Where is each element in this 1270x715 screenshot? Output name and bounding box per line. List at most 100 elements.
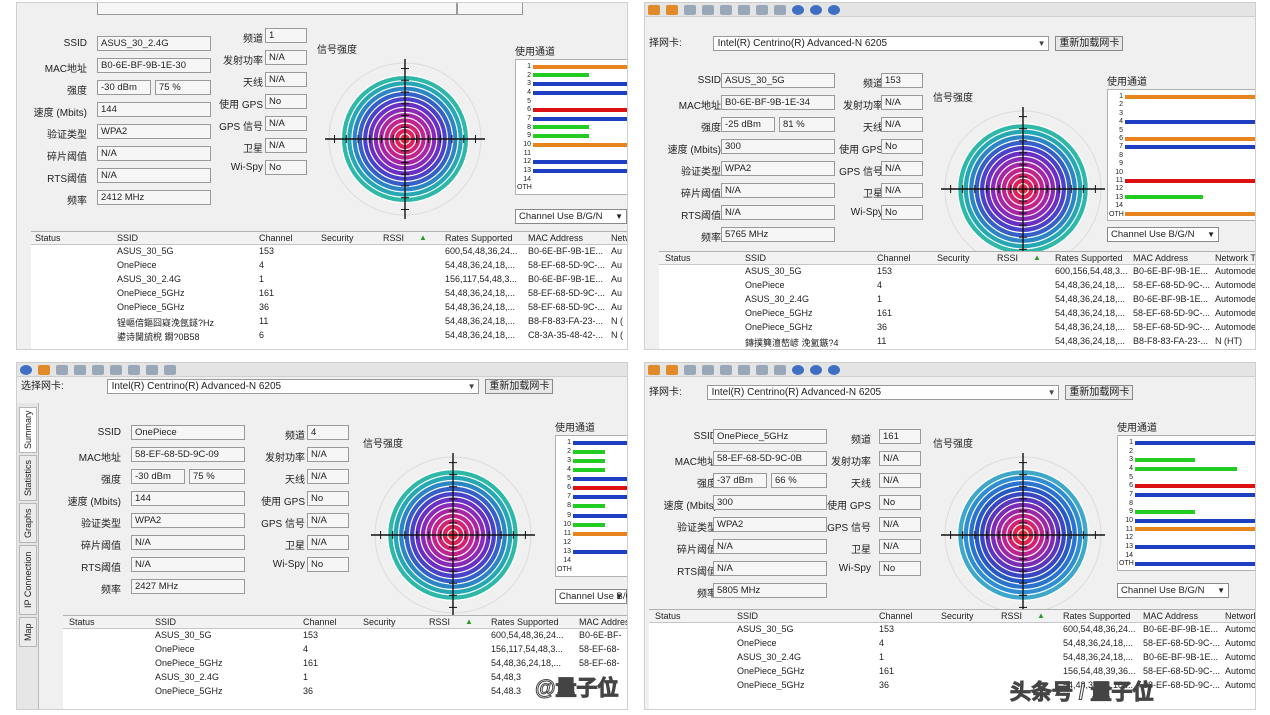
table-row[interactable]: Available鍙诗闅旈棿 鐗?0B586Yes (W...-6454,48,… [31,329,627,343]
table-row[interactable]: Available锃嶇偣鏂囧寲浼氬鐩?Hz11Yes (W...-6354,48… [31,315,627,329]
table-row[interactable]: AvailableOnePiece_5GHz161Yes (W...-3354,… [63,657,627,671]
toolbar-icon[interactable] [666,5,678,15]
reload-adapter-button[interactable]: 重新加载网卡 [1065,384,1134,400]
table-row[interactable]: Available鏄撲簨澶嶅嵃 浼氳鏃?411Yes (W...-6354,48… [659,335,1255,349]
sort-ascending-icon[interactable]: ▲ [419,233,427,242]
tab-graphs[interactable]: Graphs [19,503,37,543]
toolbar-icon[interactable] [74,365,86,375]
toolbar-icon[interactable] [702,5,714,15]
toolbar-icon[interactable] [792,5,804,15]
column-header-ssid[interactable]: SSID [117,233,139,243]
toolbar-icon[interactable] [738,365,750,375]
toolbar-icon[interactable] [756,365,768,375]
adapter-select-partial[interactable] [97,3,457,15]
column-header-network-type[interactable]: Network Type [611,233,627,243]
column-header-mac-address[interactable]: MAC Address [579,617,627,627]
toolbar-icon[interactable] [810,365,822,375]
column-header-rssi[interactable]: RSSI [429,617,451,627]
column-header-channel[interactable]: Channel [877,253,911,263]
column-header-mac-address[interactable]: MAC Address [1133,253,1189,263]
channel-use-select[interactable]: Channel Use B/G/N▼ [1117,583,1229,598]
column-header-status[interactable]: Status [665,253,691,263]
table-row[interactable]: AvailableOnePiece4Yes (W...-2754,48,36,2… [31,259,627,273]
column-header-ssid[interactable]: SSID [737,611,759,621]
toolbar-icon[interactable] [828,365,840,375]
column-header-rssi[interactable]: RSSI [997,253,1019,263]
column-header-mac-address[interactable]: MAC Address [528,233,584,243]
table-row[interactable]: AvailableASUS_30_2.4G1Yes (W...-2954,48,… [659,293,1255,307]
toolbar-icon[interactable] [38,365,50,375]
toolbar-icon[interactable] [56,365,68,375]
column-header-channel[interactable]: Channel [259,233,293,243]
toolbar-icon[interactable] [684,365,696,375]
column-header-network-type[interactable]: Network Type [1225,611,1256,621]
toolbar-icon[interactable] [738,5,750,15]
table-row[interactable]: AvailableASUS_30_5G153Yes (W...-23600,54… [31,245,627,259]
toolbar-icon[interactable] [648,365,660,375]
toolbar-icon[interactable] [720,5,732,15]
column-header-mac-address[interactable]: MAC Address [1143,611,1199,621]
column-header-security[interactable]: Security [937,253,970,263]
column-header-rssi[interactable]: RSSI [383,233,405,243]
adapter-select[interactable]: Intel(R) Centrino(R) Advanced-N 6205 ▼ [712,35,1049,51]
toolbar-icon[interactable] [792,365,804,375]
table-row[interactable]: ConnectedOnePiece4Yes (W...-30156,117,54… [63,643,627,657]
toolbar-icon[interactable] [20,365,32,375]
table-row[interactable]: AvailableOnePiece_5GHz36Yes (W...-3754,4… [649,679,1255,693]
toolbar-icon[interactable] [774,365,786,375]
toolbar-icon[interactable] [810,5,822,15]
toolbar-icon[interactable] [92,365,104,375]
column-header-status[interactable]: Status [655,611,681,621]
column-header-ssid[interactable]: SSID [155,617,177,627]
column-header-rates-supported[interactable]: Rates Supported [491,617,559,627]
tab-ip-connection[interactable]: IP Connection [19,545,37,615]
toolbar-icon[interactable] [828,5,840,15]
table-row[interactable]: ConnectedASUS_30_5G153Yes (W...-25600,15… [659,265,1255,279]
table-row[interactable]: AvailableOnePiece4Yes (W...-2954,48,36,2… [659,279,1255,293]
table-row[interactable]: AvailableASUS_30_2.4G1Yes (W...-3154,48,… [649,651,1255,665]
column-header-channel[interactable]: Channel [879,611,913,621]
column-header-rssi[interactable]: RSSI [1001,611,1023,621]
sort-ascending-icon[interactable]: ▲ [1033,253,1041,262]
toolbar-icon[interactable] [128,365,140,375]
column-header-rates-supported[interactable]: Rates Supported [445,233,513,243]
column-header-security[interactable]: Security [941,611,974,621]
toolbar-icon[interactable] [666,365,678,375]
tab-summary[interactable]: Summary [19,407,37,453]
toolbar-icon[interactable] [164,365,176,375]
reload-button-partial[interactable] [457,3,523,15]
adapter-select[interactable]: Intel(R) Centrino(R) Advanced-N 6205 ▼ [706,384,1059,400]
column-header-rates-supported[interactable]: Rates Supported [1055,253,1123,263]
sort-ascending-icon[interactable]: ▲ [465,617,473,626]
column-header-status[interactable]: Status [69,617,95,627]
adapter-select[interactable]: Intel(R) Centrino(R) Advanced-N 6205 ▼ [106,378,479,394]
table-row[interactable]: AvailableASUS_30_2.4G1Yes (W...-3454,48,… [63,671,627,685]
table-row[interactable]: AvailableOnePiece_5GHz36Yes (W...-3854,4… [31,301,627,315]
toolbar-icon[interactable] [684,5,696,15]
table-row[interactable]: AvailableOnePiece4Yes (W...-3054,48,36,2… [649,637,1255,651]
toolbar-icon[interactable] [146,365,158,375]
channel-use-select[interactable]: Channel Use B/G/N▼ [515,209,627,224]
channel-use-select[interactable]: Channel Use B/G/N▼ [1107,227,1219,242]
toolbar-icon[interactable] [774,5,786,15]
toolbar-icon[interactable] [648,5,660,15]
column-header-network-type[interactable]: Network Type [1215,253,1256,263]
toolbar-icon[interactable] [110,365,122,375]
table-row[interactable]: AvailableOnePiece_5GHz36Yes (W...-3754,4… [659,321,1255,335]
column-header-rates-supported[interactable]: Rates Supported [1063,611,1131,621]
table-row[interactable]: AvailableOnePiece_5GHz161Yes (W...-3554,… [659,307,1255,321]
column-header-channel[interactable]: Channel [303,617,337,627]
table-row[interactable]: ConnectedOnePiece_5GHz161Yes (W...-37156… [649,665,1255,679]
column-header-security[interactable]: Security [321,233,354,243]
toolbar-icon[interactable] [756,5,768,15]
table-row[interactable]: AvailableOnePiece_5GHz36Yes (W...-3654,4… [63,685,627,699]
toolbar-icon[interactable] [720,365,732,375]
column-header-ssid[interactable]: SSID [745,253,767,263]
table-row[interactable]: ConnectedASUS_30_2.4G1Yes (W...-30156,11… [31,273,627,287]
tab-map[interactable]: Map [19,617,37,647]
table-row[interactable]: AvailableASUS_30_5G153Yes (W...-24600,54… [649,623,1255,637]
reload-adapter-button[interactable]: 重新加载网卡 [1055,35,1124,51]
column-header-status[interactable]: Status [35,233,61,243]
channel-use-select[interactable]: Channel Use B/G/N▼ [555,589,627,604]
table-row[interactable]: AvailableOnePiece_5GHz161Yes (W...-3354,… [31,287,627,301]
